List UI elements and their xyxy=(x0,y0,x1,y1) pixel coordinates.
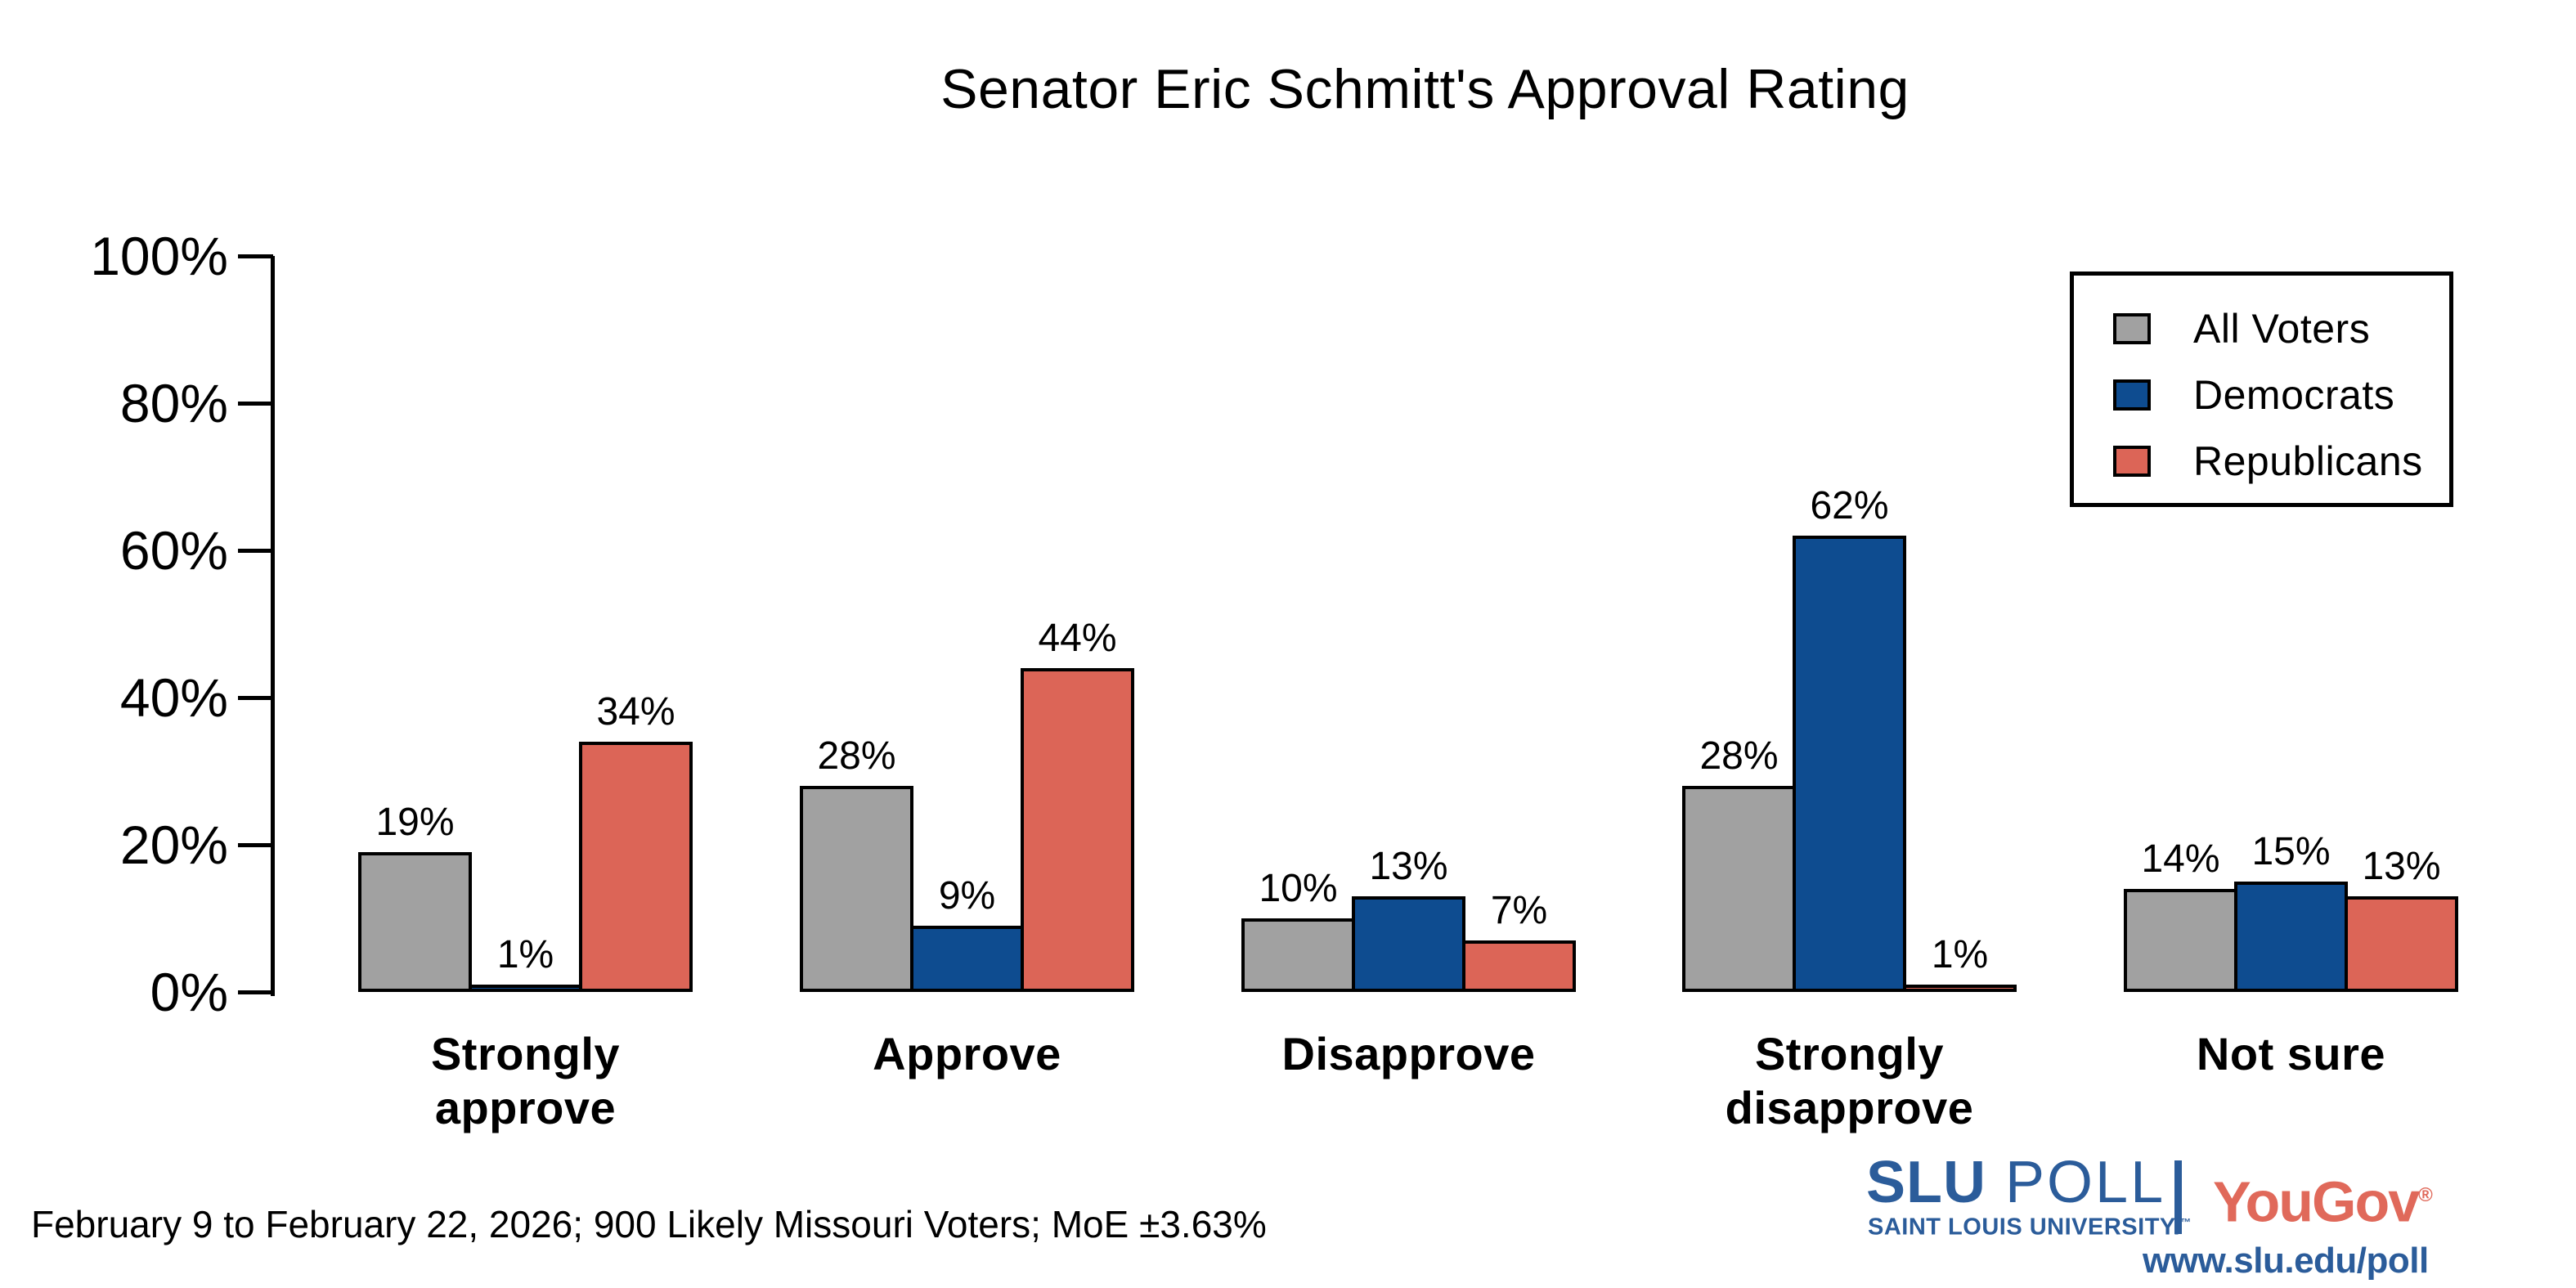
value-label: 28% xyxy=(1699,734,1779,778)
legend-swatch-icon xyxy=(2113,446,2151,477)
y-axis-line xyxy=(271,256,275,996)
legend-row-republicans: Republicans xyxy=(2113,441,2449,482)
bar-all-voters-disapprove xyxy=(1241,918,1355,992)
registered-symbol: ® xyxy=(2418,1184,2433,1206)
legend-swatch-icon xyxy=(2113,313,2151,344)
value-label: 19% xyxy=(375,801,455,844)
trademark-symbol: ™ xyxy=(2180,1216,2192,1228)
value-label: 1% xyxy=(496,933,554,976)
bar-democrats-strongly-approve xyxy=(469,985,582,992)
legend-label: All Voters xyxy=(2193,306,2371,352)
y-tick-label: 60% xyxy=(119,520,228,581)
category-label-strongly-approve: Strongly approve xyxy=(430,1028,621,1133)
slu-poll-logo-poll: POLL xyxy=(1986,1150,2166,1215)
legend-row-democrats: Democrats xyxy=(2113,375,2449,415)
bar-all-voters-not-sure xyxy=(2124,889,2237,992)
value-label: 34% xyxy=(596,690,675,734)
value-label: 1% xyxy=(1931,933,1989,976)
category-label-disapprove: Disapprove xyxy=(1281,1028,1536,1079)
value-label: 15% xyxy=(2251,830,2331,873)
y-tick xyxy=(238,254,273,258)
y-tick-label: 0% xyxy=(150,962,228,1022)
y-tick xyxy=(238,843,273,847)
legend: All Voters Democrats Republicans xyxy=(2070,272,2453,507)
chart-title: Senator Eric Schmitt's Approval Rating xyxy=(940,58,1910,120)
value-label: 9% xyxy=(938,874,996,918)
bar-republicans-approve xyxy=(1021,668,1134,992)
brand-divider xyxy=(2174,1160,2182,1234)
value-label: 7% xyxy=(1490,889,1548,932)
value-label: 62% xyxy=(1810,484,1889,527)
bar-all-voters-strongly-disapprove xyxy=(1682,786,1796,992)
y-tick-label: 40% xyxy=(119,667,228,728)
y-tick-label: 100% xyxy=(90,226,228,286)
value-label: 44% xyxy=(1038,617,1117,660)
slu-poll-logo-slu: SLU xyxy=(1866,1150,1986,1215)
y-tick xyxy=(238,402,273,406)
value-label: 13% xyxy=(1369,845,1448,888)
legend-label: Republicans xyxy=(2193,438,2423,484)
y-tick xyxy=(238,990,273,994)
slu-poll-url: www.slu.edu/poll xyxy=(2143,1241,2429,1281)
value-label: 14% xyxy=(2141,837,2220,881)
saint-louis-university-label: SAINT LOUIS UNIVERSITY.™ xyxy=(1868,1214,2192,1241)
bar-republicans-strongly-disapprove xyxy=(1903,985,2017,992)
bar-democrats-strongly-disapprove xyxy=(1793,536,1906,992)
footer-note: February 9 to February 22, 2026; 900 Lik… xyxy=(31,1203,1267,1245)
legend-swatch-icon xyxy=(2113,379,2151,411)
bar-all-voters-strongly-approve xyxy=(358,852,472,992)
category-label-strongly-disapprove: Strongly disapprove xyxy=(1725,1028,1974,1133)
bar-democrats-not-sure xyxy=(2234,882,2348,992)
value-label: 10% xyxy=(1259,867,1338,910)
legend-label: Democrats xyxy=(2193,372,2395,418)
y-tick xyxy=(238,549,273,553)
value-label: 28% xyxy=(817,734,896,778)
bar-republicans-not-sure xyxy=(2345,896,2458,992)
slu-poll-logo: SLU POLL xyxy=(1866,1153,2165,1212)
legend-row-all-voters: All Voters xyxy=(2113,308,2449,349)
y-tick xyxy=(238,696,273,700)
bar-republicans-strongly-approve xyxy=(579,742,693,992)
category-label-approve: Approve xyxy=(873,1028,1061,1079)
yougov-logo: YouGov® xyxy=(2213,1169,2433,1234)
bar-all-voters-approve xyxy=(800,786,913,992)
category-label-not-sure: Not sure xyxy=(2196,1028,2386,1079)
y-tick-label: 20% xyxy=(119,815,228,875)
bar-democrats-approve xyxy=(910,926,1024,992)
value-label: 13% xyxy=(2362,845,2441,888)
bar-republicans-disapprove xyxy=(1462,940,1576,992)
y-tick-label: 80% xyxy=(119,373,228,433)
